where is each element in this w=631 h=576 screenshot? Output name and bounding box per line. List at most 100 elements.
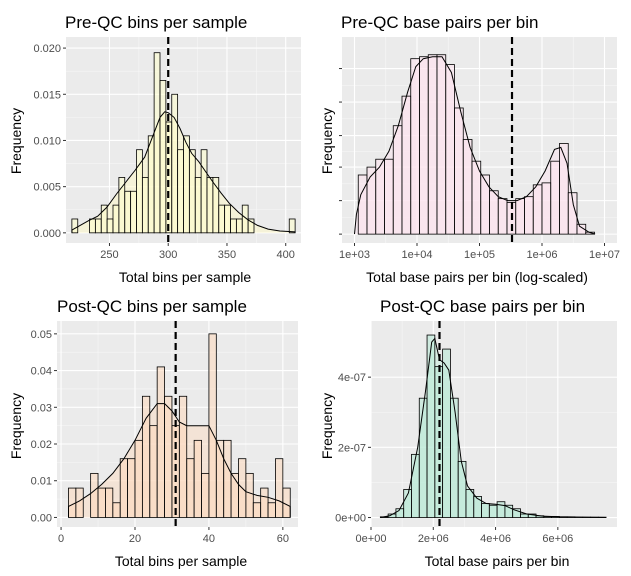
histogram-bar (288, 218, 296, 234)
histogram-bar (247, 218, 255, 234)
y-tick-label: 0.04 (31, 366, 52, 378)
histogram-bar (218, 204, 226, 234)
x-tick-label: 1e+07 (589, 249, 620, 261)
plot-area: 0e+00 2e+06 4e+06 6e+06 0e+00 2e-07 4e-07 (335, 321, 617, 545)
histogram-bar (230, 218, 237, 234)
histogram-bar (105, 487, 114, 518)
histogram-bar (188, 149, 196, 234)
x-tick-label: 0 (58, 533, 64, 545)
y-tick-label: 0.000 (33, 228, 61, 240)
panel-title: Pre-QC bins per sample (65, 13, 247, 32)
x-tick-label: 1e+04 (402, 249, 433, 261)
histogram-bar (147, 135, 155, 234)
x-axis-title: Total base pairs per bin (log-scaled) (366, 269, 588, 285)
histogram-bar (90, 472, 99, 518)
y-tick-label: 0.005 (33, 182, 61, 194)
histogram-bar (124, 190, 132, 234)
histogram-bar (489, 190, 499, 235)
x-axis-title: Total bins per sample (119, 269, 252, 285)
histogram-bar (541, 182, 552, 235)
histogram-bar (267, 502, 276, 518)
x-tick-label: 4e+06 (480, 533, 511, 545)
histogram-bar (488, 504, 498, 518)
histogram-bar (149, 425, 158, 518)
histogram-bar (235, 218, 243, 234)
histogram-bar (97, 487, 106, 518)
y-tick-label: 4e-07 (338, 372, 366, 384)
panel-post-qc-bins: Post-QC bins per sample 0 20 40 600.000.010… (8, 297, 298, 569)
histogram-bar (550, 160, 560, 235)
histogram-bar (112, 204, 120, 234)
histogram-bar (118, 177, 126, 234)
x-tick-label: 400 (277, 249, 295, 261)
histogram-bar (119, 458, 128, 518)
histogram-bar (462, 139, 473, 235)
histogram-bar (480, 174, 490, 235)
histogram-bar (223, 439, 232, 518)
histogram-bar (94, 218, 102, 234)
plot-area: 250 300 350 400 0.000 0.005 0.010 0.015 0.020 (33, 37, 301, 261)
y-tick-label: 0e+00 (335, 513, 366, 525)
histogram-bar (153, 52, 161, 234)
histogram-bar (471, 160, 482, 235)
histogram-bar (186, 458, 195, 518)
histogram-bar (410, 58, 420, 235)
y-tick-label: 0.02 (31, 439, 52, 451)
histogram-bar (178, 395, 188, 518)
histogram-bar (206, 177, 214, 234)
histogram-bar (252, 502, 262, 518)
y-tick-label: 0.05 (31, 329, 52, 341)
histogram-bar (224, 204, 231, 234)
histogram-bar (215, 439, 225, 518)
y-axis-title: Frequency (319, 108, 335, 174)
histogram-bar (194, 177, 202, 234)
panel-title: Post-QC base pairs per bin (380, 297, 585, 316)
histogram-bar (450, 397, 459, 518)
y-axis-title: Frequency (319, 393, 335, 459)
histogram-bar (141, 177, 149, 234)
density-curve (380, 337, 607, 518)
histogram-bar (515, 198, 525, 235)
histogram-bar (576, 223, 587, 235)
histogram-bar (245, 472, 254, 518)
x-tick-label: 6e+06 (542, 533, 573, 545)
histogram-bar (559, 143, 569, 235)
x-tick-label: 350 (218, 249, 236, 261)
panel-title: Post-QC bins per sample (57, 297, 247, 316)
x-tick-label: 300 (159, 249, 177, 261)
density-curve (71, 111, 296, 233)
y-tick-label: 0.00 (31, 512, 52, 524)
y-tick-label: 0.010 (33, 135, 61, 147)
histogram-bar (183, 135, 190, 234)
histogram-bar (75, 487, 84, 518)
panel-post-qc-base-pairs: Post-QC base pairs per bin 0e+00 2e+06 4e+… (319, 297, 617, 569)
x-tick-label: 250 (100, 249, 118, 261)
histogram-bar (127, 458, 136, 518)
histogram-bar (419, 56, 429, 235)
histogram-bar (159, 80, 167, 234)
histogram-bar (366, 166, 377, 235)
histogram-bar (201, 472, 210, 518)
histogram-bar (532, 184, 543, 235)
histogram-bar (384, 158, 394, 235)
x-axis-title: Total base pairs per bin (425, 553, 570, 569)
histogram-bar (200, 149, 208, 234)
histogram-bar (436, 54, 447, 235)
histogram-bar (418, 397, 428, 518)
histogram-bar (426, 334, 436, 518)
y-tick-label: 0.01 (31, 476, 52, 488)
histogram-bar (524, 196, 534, 235)
x-tick-label: 0e+00 (356, 533, 387, 545)
y-axis-title: Frequency (8, 108, 24, 174)
histogram-bar (156, 366, 165, 518)
x-tick-label: 1e+05 (464, 249, 495, 261)
histogram-bar (512, 508, 521, 518)
histogram-bar (164, 395, 173, 518)
x-tick-label: 2e+06 (418, 533, 449, 545)
histogram-bar (401, 95, 412, 235)
density-curve (354, 56, 596, 235)
x-tick-label: 1e+06 (527, 249, 558, 261)
histogram-bar (357, 174, 368, 235)
y-tick-label: 2e-07 (338, 442, 366, 454)
histogram-bar (395, 508, 405, 518)
